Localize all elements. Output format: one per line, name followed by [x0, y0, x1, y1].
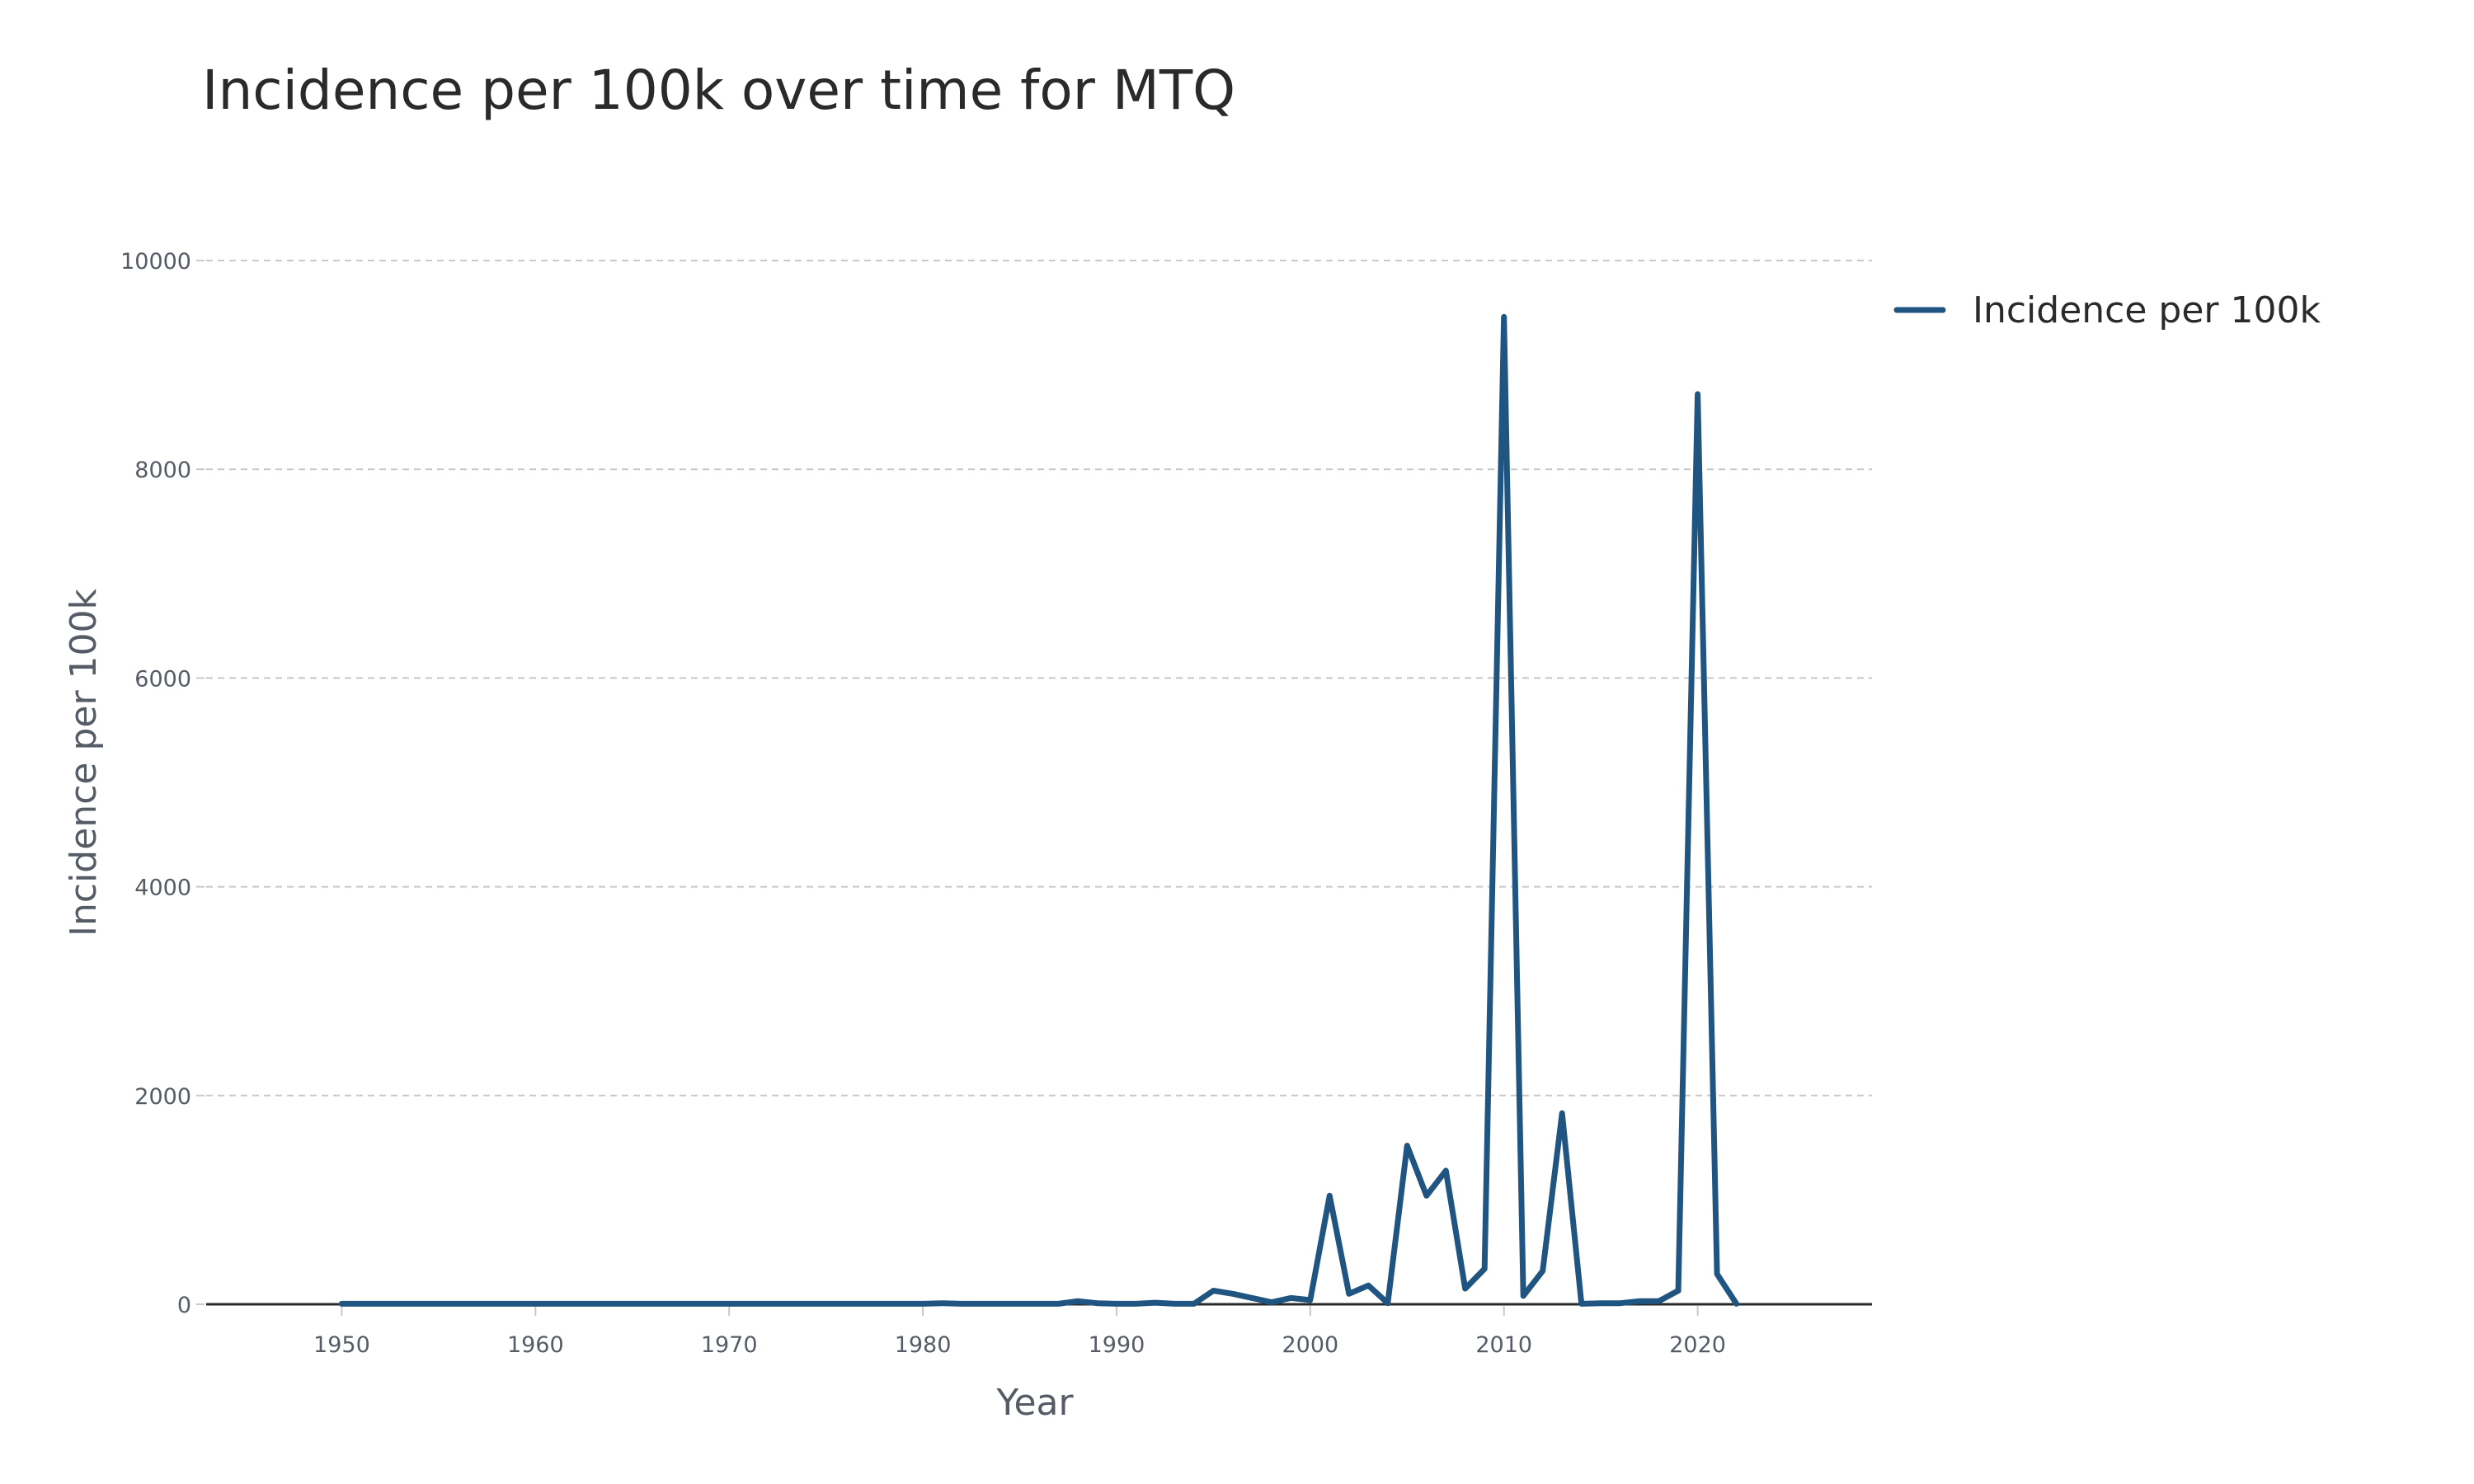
y-tick-label: 10000: [120, 249, 191, 275]
x-tick-label: 1990: [1089, 1332, 1145, 1358]
grid-lines: [206, 260, 1872, 1097]
x-tick-label: 1950: [313, 1332, 370, 1358]
y-tick-label: 0: [177, 1293, 191, 1318]
x-tick-label: 1960: [507, 1332, 564, 1358]
x-tick-label: 1970: [701, 1332, 758, 1358]
x-tick-label: 2010: [1475, 1332, 1532, 1358]
y-tick-label: 8000: [134, 458, 191, 483]
y-tick-label: 6000: [134, 666, 191, 692]
y-axis-title: Incidence per 100k: [63, 589, 105, 937]
y-tick-label: 2000: [134, 1084, 191, 1110]
y-axis: 0 2000 4000 6000 8000 10000: [120, 249, 205, 1318]
x-axis: 1950 1960 1970 1980 1990 2000 2010 2020: [313, 1306, 1726, 1358]
chart-title: Incidence per 100k over time for MTQ: [202, 59, 1235, 122]
series-lines: [338, 313, 1740, 1307]
legend[interactable]: Incidence per 100k: [1893, 289, 2321, 331]
series-line: [338, 313, 1740, 1307]
x-axis-title: Year: [995, 1382, 1074, 1424]
x-tick-label: 2020: [1669, 1332, 1726, 1358]
x-tick-label: 2000: [1282, 1332, 1338, 1358]
legend-label[interactable]: Incidence per 100k: [1973, 289, 2321, 331]
x-tick-label: 1980: [895, 1332, 952, 1358]
y-tick-label: 4000: [134, 876, 191, 901]
